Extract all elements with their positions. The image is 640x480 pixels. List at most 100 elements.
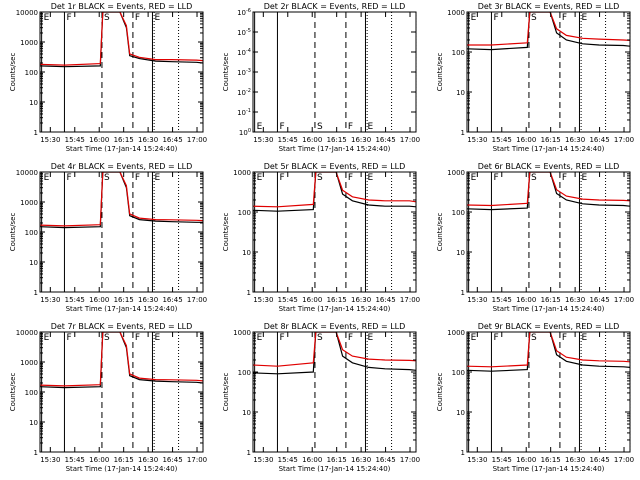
panel-title: Det 6r BLACK = Events, RED = LLD (478, 162, 620, 171)
marker-label-e: E (154, 13, 160, 23)
x-tick-label: 15:30 (467, 296, 487, 304)
x-tick-label: 17:00 (400, 136, 420, 144)
plot-frame (466, 331, 631, 453)
series-lld (40, 12, 203, 66)
x-tick-label: 15:30 (467, 136, 487, 144)
x-tick-label: 16:45 (375, 296, 395, 304)
y-tick-label: 1 (247, 289, 251, 297)
marker-label-e: E (257, 122, 263, 132)
series-lld (467, 332, 630, 368)
y-tick-label: 1 (34, 449, 38, 457)
x-tick-label: 16:15 (114, 456, 134, 464)
marker-label-s: S (317, 333, 323, 343)
x-tick-label: 16:45 (375, 456, 395, 464)
y-tick-label: 100 (25, 389, 38, 397)
x-tick-label: 16:00 (302, 136, 322, 144)
panel-title: Det 7r BLACK = Events, RED = LLD (51, 322, 193, 331)
x-axis-label: Start Time (17-Jan-14 15:24:40) (66, 305, 178, 313)
marker-label-s: S (531, 173, 537, 183)
marker-label-s: S (104, 173, 110, 183)
x-tick-label: 15:45 (65, 136, 85, 144)
y-axis-label: Counts/sec (436, 373, 444, 412)
x-axis-label: Start Time (17-Jan-14 15:24:40) (279, 145, 391, 153)
x-tick-label: 15:45 (278, 456, 298, 464)
x-axis-label: Start Time (17-Jan-14 15:24:40) (279, 305, 391, 313)
x-tick-label: 16:30 (565, 456, 585, 464)
x-tick-label: 17:00 (400, 456, 420, 464)
plot-frame (466, 11, 631, 133)
marker-label-e: E (154, 333, 160, 343)
x-tick-label: 15:45 (278, 136, 298, 144)
x-tick-label: 16:45 (162, 296, 182, 304)
series-events (253, 172, 416, 212)
y-tick-label: 1 (461, 449, 465, 457)
marker-label-f: F (562, 173, 567, 183)
y-tick-label: 10 (456, 249, 465, 257)
panel-title: Det 8r BLACK = Events, RED = LLD (264, 322, 406, 331)
x-tick-label: 16:30 (138, 296, 158, 304)
x-tick-label: 16:45 (375, 136, 395, 144)
marker-label-e: E (471, 173, 477, 183)
x-tick-label: 17:00 (614, 456, 634, 464)
marker-label-f: F (279, 122, 284, 132)
y-tick-label: 1000 (233, 329, 251, 337)
marker-label-f: F (279, 173, 284, 183)
x-tick-label: 16:00 (89, 456, 109, 464)
y-tick-label: 1000 (233, 169, 251, 177)
panel-title: Det 4r BLACK = Events, RED = LLD (51, 162, 193, 171)
x-tick-label: 15:30 (40, 136, 60, 144)
marker-label-s: S (317, 173, 323, 183)
series-events (467, 332, 630, 372)
y-tick-label: 100 (452, 49, 465, 57)
series-lld (467, 12, 630, 46)
x-tick-label: 16:45 (162, 456, 182, 464)
y-tick-label: 10-3 (237, 68, 251, 77)
x-tick-label: 15:30 (467, 456, 487, 464)
y-tick-label: 100 (238, 369, 251, 377)
y-tick-label: 10 (29, 419, 38, 427)
x-tick-label: 15:30 (253, 296, 273, 304)
x-axis-label: Start Time (17-Jan-14 15:24:40) (493, 305, 605, 313)
marker-label-f: F (66, 13, 71, 23)
y-tick-label: 100 (238, 209, 251, 217)
x-tick-label: 16:00 (516, 136, 536, 144)
x-tick-label: 17:00 (187, 296, 207, 304)
marker-label-s: S (104, 333, 110, 343)
x-tick-label: 16:30 (565, 136, 585, 144)
x-tick-label: 17:00 (187, 136, 207, 144)
marker-label-e: E (581, 173, 587, 183)
y-tick-label: 1000 (20, 39, 38, 47)
x-tick-label: 16:30 (138, 136, 158, 144)
x-axis-label: Start Time (17-Jan-14 15:24:40) (493, 465, 605, 473)
y-tick-label: 100 (452, 209, 465, 217)
y-tick-label: 100 (452, 369, 465, 377)
marker-label-f: F (66, 333, 71, 343)
marker-label-s: S (317, 122, 323, 132)
marker-label-e: E (471, 13, 477, 23)
x-tick-label: 16:45 (162, 136, 182, 144)
series-events (467, 172, 630, 211)
marker-label-f: F (135, 13, 140, 23)
y-tick-label: 10 (456, 409, 465, 417)
marker-label-e: E (471, 333, 477, 343)
x-tick-label: 15:45 (492, 456, 512, 464)
series-lld (253, 172, 416, 208)
plot-frame (252, 331, 417, 453)
y-axis-label: Counts/sec (9, 53, 17, 92)
y-tick-label: 10-6 (237, 8, 251, 17)
marker-label-f: F (493, 173, 498, 183)
x-tick-label: 16:00 (516, 296, 536, 304)
x-tick-label: 16:30 (351, 296, 371, 304)
x-tick-label: 16:15 (327, 456, 347, 464)
marker-label-e: E (257, 333, 263, 343)
marker-label-e: E (367, 333, 373, 343)
x-tick-label: 15:45 (65, 296, 85, 304)
panel-title: Det 3r BLACK = Events, RED = LLD (478, 2, 620, 11)
marker-label-f: F (66, 173, 71, 183)
x-tick-label: 16:15 (114, 296, 134, 304)
x-tick-label: 16:00 (302, 456, 322, 464)
y-tick-label: 1 (34, 129, 38, 137)
